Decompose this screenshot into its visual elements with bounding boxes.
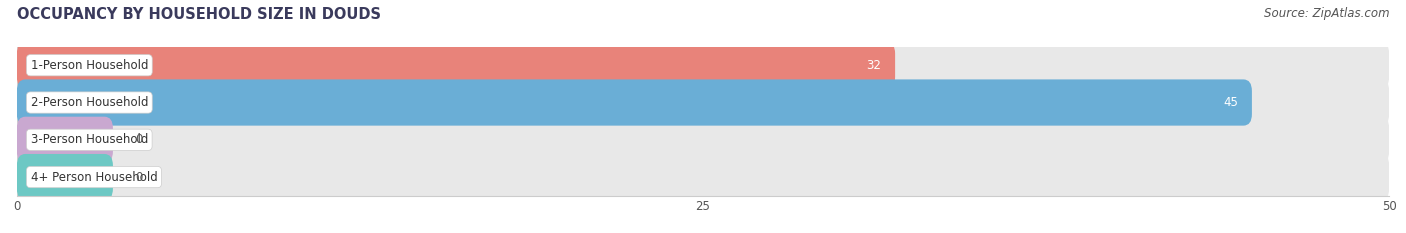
Text: 4+ Person Household: 4+ Person Household: [31, 171, 157, 184]
Text: 0: 0: [135, 171, 142, 184]
FancyBboxPatch shape: [17, 42, 896, 88]
Text: 0: 0: [135, 133, 142, 146]
FancyBboxPatch shape: [17, 42, 1389, 88]
FancyBboxPatch shape: [17, 154, 1389, 200]
FancyBboxPatch shape: [17, 154, 112, 200]
Text: 45: 45: [1223, 96, 1239, 109]
FancyBboxPatch shape: [17, 117, 112, 163]
Text: 1-Person Household: 1-Person Household: [31, 59, 148, 72]
FancyBboxPatch shape: [17, 79, 1251, 126]
FancyBboxPatch shape: [17, 117, 1389, 163]
Text: 2-Person Household: 2-Person Household: [31, 96, 148, 109]
FancyBboxPatch shape: [17, 79, 1389, 126]
Text: Source: ZipAtlas.com: Source: ZipAtlas.com: [1264, 7, 1389, 20]
Text: OCCUPANCY BY HOUSEHOLD SIZE IN DOUDS: OCCUPANCY BY HOUSEHOLD SIZE IN DOUDS: [17, 7, 381, 22]
Text: 3-Person Household: 3-Person Household: [31, 133, 148, 146]
Text: 32: 32: [866, 59, 882, 72]
